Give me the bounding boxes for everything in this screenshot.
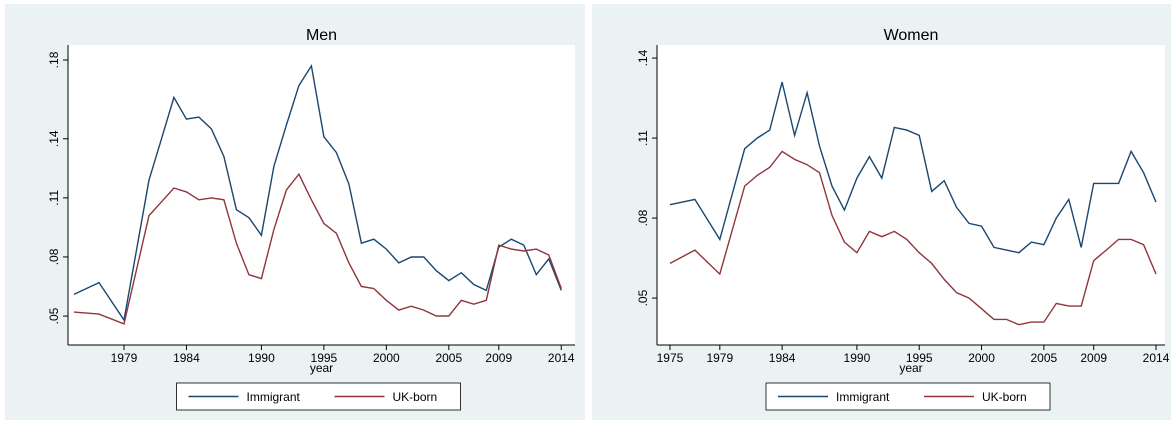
x-tick-label: 2005	[1031, 351, 1058, 365]
y-tick-label: .05	[636, 289, 650, 306]
x-tick-label: 1984	[173, 351, 200, 365]
x-axis-title: year	[310, 361, 333, 375]
y-tick-label: .11	[636, 130, 650, 146]
legend-label: UK-born	[982, 390, 1027, 404]
y-tick-label: .14	[47, 130, 61, 147]
y-tick-label: .08	[636, 209, 650, 226]
series-line	[669, 81, 1157, 254]
x-tick-label: 2014	[548, 351, 575, 365]
panel: Men .05 .08 .11 .14 .18 1979 1984 1990 1995 2000 20…	[5, 4, 585, 420]
series-line	[73, 172, 562, 325]
x-tick-label: 1990	[844, 351, 871, 365]
y-tick-label: .11	[47, 190, 61, 206]
plot-area	[68, 45, 575, 345]
x-tick-label: 1995	[906, 351, 933, 365]
plot-area	[657, 45, 1165, 345]
x-tick-label: 1975	[657, 351, 684, 365]
legend-label: Immigrant	[247, 390, 301, 404]
x-tick-label: 2009	[1080, 351, 1107, 365]
x-axis-title: year	[899, 361, 922, 375]
x-tick-label: 1995	[311, 351, 338, 365]
legend-box	[176, 382, 461, 411]
y-tick-label: .08	[47, 248, 61, 265]
x-tick-label: 2009	[485, 351, 512, 365]
x-tick-label: 1979	[111, 351, 138, 365]
series-line	[669, 150, 1157, 326]
x-tick-label: 2005	[435, 351, 462, 365]
x-tick-label: 2000	[373, 351, 400, 365]
y-tick-label: .14	[636, 49, 650, 66]
panel: Women .05 .08 .11 .14 1975 1979 1984 1990 1995 200…	[592, 4, 1171, 420]
x-tick-label: 2014	[1143, 351, 1170, 365]
series-line	[73, 64, 562, 322]
x-tick-label: 1984	[769, 351, 796, 365]
panel-title: Women	[884, 27, 939, 44]
y-tick-label: .05	[47, 307, 61, 324]
x-tick-label: 1979	[706, 351, 733, 365]
x-tick-label: 1990	[248, 351, 275, 365]
panel-title: Men	[306, 27, 337, 44]
y-tick-label: .18	[47, 51, 61, 68]
legend-label: UK-born	[393, 390, 438, 404]
legend-label: Immigrant	[836, 390, 890, 404]
x-tick-label: 2000	[968, 351, 995, 365]
